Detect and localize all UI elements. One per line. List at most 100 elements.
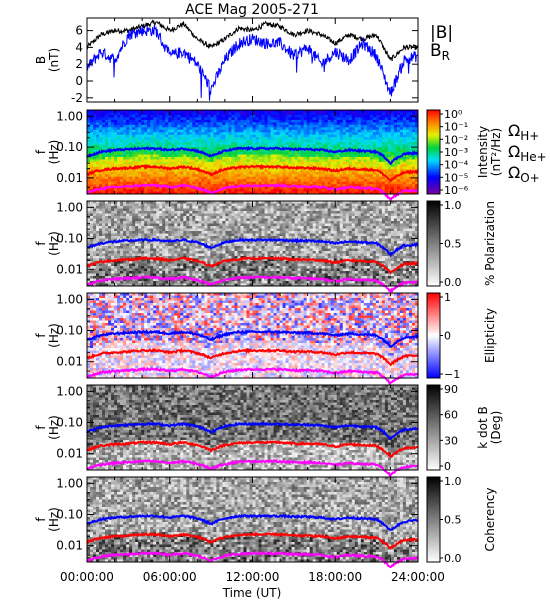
intensity-cell bbox=[324, 142, 329, 145]
intensity-cell bbox=[120, 139, 124, 143]
intensity-cell bbox=[366, 137, 371, 141]
intensity-cell bbox=[222, 147, 226, 150]
intensity-cell bbox=[231, 161, 235, 165]
polarization-cell bbox=[132, 271, 136, 274]
intensity-cell bbox=[300, 191, 305, 195]
intensity-cell bbox=[312, 174, 317, 178]
intensity-cell bbox=[231, 176, 235, 180]
intensity-cell bbox=[297, 142, 302, 145]
intensity-cell bbox=[408, 134, 413, 138]
intensity-cell bbox=[129, 117, 133, 121]
intensity-cell bbox=[126, 142, 130, 145]
intensity-cell bbox=[375, 156, 380, 160]
intensity-cell bbox=[288, 186, 293, 190]
intensity-cell bbox=[348, 164, 353, 168]
intensity-cell bbox=[369, 139, 374, 143]
polarization-cell bbox=[93, 261, 97, 264]
intensity-cell bbox=[357, 112, 362, 116]
polarization-cell bbox=[141, 273, 145, 277]
polarization-cell bbox=[114, 213, 118, 217]
intensity-cell bbox=[99, 144, 103, 148]
intensity-cell bbox=[219, 117, 223, 121]
intensity-cell bbox=[375, 184, 380, 187]
intensity-cell bbox=[351, 139, 356, 143]
intensity-cell bbox=[294, 122, 299, 126]
intensity-cell bbox=[240, 144, 244, 148]
intensity-cell bbox=[180, 124, 184, 128]
intensity-cell bbox=[357, 156, 362, 160]
intensity-cell bbox=[408, 110, 413, 113]
intensity-cell bbox=[168, 144, 172, 148]
intensity-cell bbox=[378, 181, 383, 185]
intensity-cell bbox=[249, 149, 253, 153]
intensity-cell bbox=[219, 184, 223, 187]
intensity-panel-ylabel-unit: (Hz) bbox=[47, 140, 61, 165]
polarization-cell bbox=[147, 216, 151, 219]
intensity-cell bbox=[318, 132, 323, 136]
intensity-cell bbox=[357, 144, 362, 148]
intensity-cell bbox=[351, 181, 356, 185]
polarization-cell bbox=[159, 266, 163, 269]
intensity-cell bbox=[381, 144, 386, 148]
intensity-cell bbox=[408, 114, 413, 118]
polarization-cell bbox=[90, 253, 94, 257]
intensity-ytick-label: 0.01 bbox=[56, 171, 83, 185]
intensity-cell bbox=[402, 127, 407, 131]
polarization-cell bbox=[87, 266, 91, 269]
polarization-cell bbox=[87, 211, 91, 214]
intensity-cell bbox=[297, 191, 302, 195]
polarization-cell bbox=[168, 228, 172, 232]
intensity-cell bbox=[312, 122, 317, 126]
intensity-cell bbox=[192, 186, 196, 190]
intensity-cell bbox=[258, 122, 262, 126]
intensity-cell bbox=[204, 176, 208, 180]
polarization-cell bbox=[156, 281, 160, 284]
intensity-cell bbox=[297, 129, 302, 133]
intensity-cell bbox=[114, 174, 118, 178]
intensity-cell bbox=[201, 122, 205, 126]
intensity-cell bbox=[96, 132, 100, 136]
intensity-cell bbox=[303, 129, 308, 133]
intensity-cell bbox=[105, 159, 109, 163]
intensity-cell bbox=[261, 154, 265, 158]
intensity-cell bbox=[408, 186, 413, 190]
intensity-cell bbox=[219, 176, 223, 180]
intensity-cell bbox=[363, 181, 368, 185]
intensity-cell bbox=[339, 174, 344, 178]
intensity-cell bbox=[207, 144, 211, 148]
intensity-cell bbox=[378, 142, 383, 145]
intensity-cell bbox=[132, 189, 136, 192]
intensity-cell bbox=[360, 176, 365, 180]
polarization-cell bbox=[168, 243, 172, 247]
polarization-cell bbox=[135, 226, 139, 229]
intensity-cell bbox=[384, 179, 389, 183]
intensity-cell bbox=[372, 144, 377, 148]
intensity-cell bbox=[153, 159, 157, 163]
polarization-cell bbox=[123, 246, 127, 249]
intensity-cell bbox=[213, 137, 217, 141]
intensity-cell bbox=[399, 161, 404, 165]
polarization-cell bbox=[144, 236, 148, 239]
intensity-cell bbox=[312, 154, 317, 158]
intensity-cell bbox=[93, 156, 97, 160]
intensity-cell bbox=[183, 189, 187, 192]
intensity-cell bbox=[381, 156, 386, 160]
intensity-cell bbox=[279, 127, 283, 131]
intensity-cell bbox=[348, 179, 353, 183]
intensity-cell bbox=[303, 139, 308, 143]
intensity-cell bbox=[180, 137, 184, 141]
intensity-cell bbox=[114, 119, 118, 123]
intensity-cell bbox=[252, 169, 256, 173]
intensity-cell bbox=[399, 169, 404, 173]
intensity-cell bbox=[237, 186, 241, 190]
intensity-cell bbox=[264, 171, 268, 175]
intensity-cell bbox=[384, 139, 389, 143]
intensity-cell bbox=[342, 169, 347, 173]
intensity-cell bbox=[345, 144, 350, 148]
intensity-cell bbox=[264, 156, 268, 160]
intensity-cell bbox=[315, 112, 320, 116]
intensity-cell bbox=[204, 181, 208, 185]
intensity-cell bbox=[390, 110, 395, 113]
intensity-cell bbox=[270, 156, 274, 160]
intensity-cell bbox=[351, 110, 356, 113]
